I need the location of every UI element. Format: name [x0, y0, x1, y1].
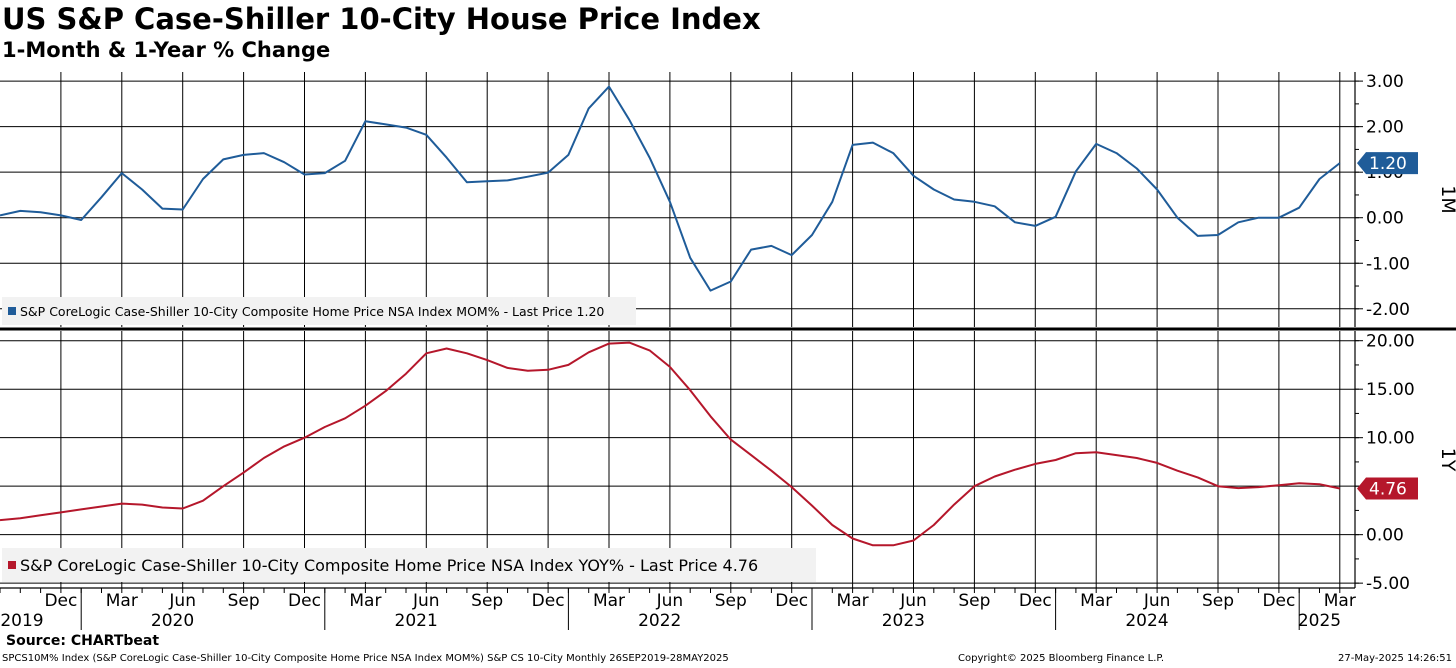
x-month-label: Dec [288, 591, 321, 611]
x-month-label: Jun [656, 591, 684, 611]
x-month-label: Sep [471, 591, 503, 611]
y-tick-label: 3.00 [1366, 72, 1404, 92]
x-month-label: Dec [44, 591, 77, 611]
footer-copyright: Copyright© 2025 Bloomberg Finance L.P. [958, 653, 1165, 664]
legend-text: S&P CoreLogic Case-Shiller 10-City Compo… [20, 556, 758, 575]
last-price-tag [1357, 152, 1418, 175]
panel-axis-label: 1Y [1437, 448, 1456, 472]
x-month-label: Sep [1202, 591, 1234, 611]
y-tick-label: 2.00 [1366, 118, 1404, 138]
legend-text: S&P CoreLogic Case-Shiller 10-City Compo… [20, 304, 604, 319]
y-tick-label: -1.00 [1366, 254, 1410, 274]
y-tick-label: -2.00 [1366, 300, 1410, 320]
y-tick-label: 0.00 [1366, 209, 1404, 229]
x-month-label: Dec [1262, 591, 1295, 611]
x-month-label: Sep [228, 591, 260, 611]
yoy-series-line [0, 341, 1341, 547]
y-tick-label: 20.00 [1366, 332, 1415, 352]
mom-series-line [0, 85, 1341, 292]
legend-swatch [8, 561, 16, 569]
x-month-label: Dec [1019, 591, 1052, 611]
x-year-label: 2020 [151, 611, 194, 631]
x-month-label: Mar [106, 591, 138, 611]
x-month-label: Dec [532, 591, 565, 611]
footer-ticker-description: SPCS10M% Index (S&P CoreLogic Case-Shill… [2, 653, 729, 664]
chart-subtitle: 1-Month & 1-Year % Change [2, 38, 331, 62]
y-tick-label: -5.00 [1366, 574, 1410, 594]
x-year-label: 2022 [638, 611, 681, 631]
chart-title: US S&P Case-Shiller 10-City House Price … [2, 2, 761, 36]
x-month-label: Sep [715, 591, 747, 611]
x-month-label: Mar [349, 591, 381, 611]
x-year-label: 2023 [882, 611, 925, 631]
legend-swatch [8, 307, 16, 315]
x-year-label: 2019 [0, 611, 43, 631]
x-month-label: Mar [1324, 591, 1356, 611]
x-month-label: Dec [775, 591, 808, 611]
x-month-label: Jun [899, 591, 927, 611]
x-month-label: Jun [412, 591, 440, 611]
x-year-label: 2025 [1298, 611, 1341, 631]
panel-axis-label: 1M [1437, 185, 1456, 213]
y-tick-label: 15.00 [1366, 380, 1415, 400]
x-month-label: Mar [837, 591, 869, 611]
x-year-label: 2021 [395, 611, 438, 631]
source-label: Source: CHARTbeat [6, 633, 160, 649]
legend-box [2, 548, 816, 582]
y-tick-label: 10.00 [1366, 429, 1415, 449]
x-month-label: Mar [1080, 591, 1112, 611]
legend-box [2, 297, 636, 325]
y-tick-label: 0.00 [1366, 526, 1404, 546]
footer-timestamp: 27-May-2025 14:26:51 [1338, 653, 1452, 664]
last-price-label: 1.20 [1369, 154, 1407, 174]
x-month-label: Jun [168, 591, 196, 611]
x-month-label: Sep [958, 591, 990, 611]
last-price-tag [1357, 477, 1418, 500]
x-month-label: Jun [1143, 591, 1171, 611]
last-price-label: 4.76 [1369, 479, 1407, 499]
x-year-label: 2024 [1125, 611, 1168, 631]
x-month-label: Mar [593, 591, 625, 611]
